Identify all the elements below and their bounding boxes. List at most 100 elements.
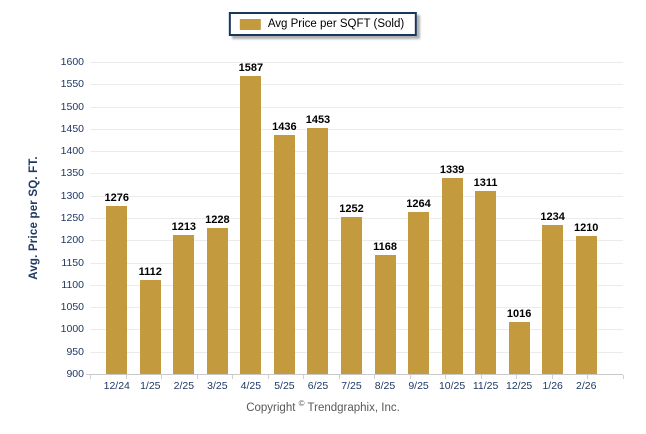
bar-slot: 1234 (536, 62, 570, 374)
y-tick-label: 1200 (60, 234, 84, 247)
x-tick-label: 7/25 (341, 380, 362, 392)
y-tick-label: 1100 (61, 278, 84, 291)
bar (508, 322, 530, 374)
bar-value-label: 1228 (205, 213, 230, 226)
bar-slot: 1112 (134, 62, 168, 374)
x-tick-label: 8/25 (374, 380, 396, 392)
copyright-prefix: Copyright (246, 401, 296, 414)
bar-slot: 1213 (167, 62, 201, 374)
bar-value-label: 1210 (573, 221, 599, 234)
x-tick-label: 12/25 (506, 380, 533, 392)
plot-area: 1276 1112 1213 1228 1587 1436 1453 1252 1168 1264… (86, 62, 624, 379)
bar-value-label: 1252 (339, 203, 364, 216)
x-axis-tick-mark (267, 375, 269, 379)
bar-slot: 1436 (268, 62, 302, 374)
x-axis-tick-mark (623, 375, 624, 379)
y-tick-label: 1600 (60, 56, 84, 68)
x-tick-label: 11/25 (472, 380, 499, 392)
x-axis-tick-mark (303, 375, 305, 379)
y-tick-label: 1000 (60, 323, 84, 336)
y-tick-label: 900 (66, 368, 84, 380)
x-axis-tick-mark (338, 375, 340, 379)
bar (307, 127, 329, 374)
bar-slot: 1228 (201, 62, 235, 374)
x-tick-label: 1/25 (140, 380, 161, 392)
bar-value-label: 1587 (238, 62, 264, 74)
bar-value-label: 1234 (540, 211, 565, 224)
bar (240, 76, 262, 374)
bar-value-label: 1112 (138, 265, 162, 278)
bar-value-label: 1436 (272, 121, 297, 134)
x-tick-label: 10/25 (438, 380, 466, 392)
bar (475, 190, 497, 374)
y-tick-label: 1050 (60, 301, 84, 314)
x-axis-tick-mark (409, 375, 411, 379)
bars-container: 1276 1112 1213 1228 1587 1436 1453 1252 1168 1264… (100, 62, 603, 374)
x-tick-label: 2/26 (575, 380, 597, 392)
bar-slot: 1587 (234, 62, 268, 374)
bar-slot: 1252 (335, 62, 369, 374)
bar-slot: 1016 (502, 62, 536, 374)
y-tick-label: 1550 (60, 78, 84, 91)
bar-value-label: 1453 (305, 113, 331, 126)
x-axis-baseline (86, 374, 623, 375)
bar (542, 225, 564, 374)
x-axis-tick-mark (196, 375, 198, 379)
x-tick-label: 9/25 (408, 380, 429, 392)
copyright-notice: Copyright © Trendgraphix, Inc. (0, 399, 646, 414)
x-axis-tick-mark (551, 375, 553, 379)
y-tick-label: 1300 (60, 189, 84, 202)
y-tick-label: 950 (66, 345, 84, 358)
x-axis-tick-mark (516, 375, 518, 379)
copyright-company: Trendgraphix, Inc. (307, 401, 400, 414)
bar-value-label: 1168 (373, 240, 397, 253)
bar (441, 178, 463, 374)
bar (340, 217, 362, 374)
gridline (90, 195, 623, 197)
bar-slot: 1168 (368, 62, 402, 374)
y-axis-tick-labels: 900 950 1000 1050 1100 1150 1200 1250 1300 1350 14… (0, 56, 84, 380)
y-tick-label: 1450 (60, 122, 84, 135)
bar (374, 254, 396, 374)
gridline (90, 173, 623, 175)
x-axis-tick-mark (232, 375, 234, 379)
gridline (90, 151, 623, 153)
gridline (90, 84, 623, 86)
x-axis-tick-mark (374, 375, 376, 379)
bar-value-label: 1339 (439, 164, 465, 177)
bar (106, 206, 128, 374)
bar (206, 227, 228, 374)
bar-slot: 1311 (469, 62, 503, 374)
legend-swatch-icon (239, 18, 261, 30)
gridline (90, 128, 623, 130)
bar (408, 211, 430, 374)
x-axis-tick-mark (90, 375, 91, 379)
bar-value-label: 1311 (473, 176, 498, 189)
x-tick-label: 3/25 (207, 380, 228, 392)
chart-legend: Avg Price per SQFT (Sold) (228, 12, 418, 36)
legend-label: Avg Price per SQFT (Sold) (267, 18, 405, 30)
bar (273, 135, 295, 374)
bar-slot: 1210 (569, 62, 603, 374)
x-axis-tick-mark (587, 375, 589, 379)
y-tick-label: 1400 (60, 145, 84, 158)
bar-slot: 1453 (301, 62, 335, 374)
y-tick-label: 1250 (60, 212, 84, 224)
gridline (90, 106, 623, 108)
bar-slot: 1264 (402, 62, 436, 374)
bar-value-label: 1264 (406, 197, 431, 210)
copyright-symbol: © (298, 399, 305, 408)
x-axis-tick-mark (445, 375, 447, 379)
x-axis-tick-labels: 12/24 1/25 2/25 3/25 4/25 5/25 6/25 7/25 8/25 9/2… (100, 380, 603, 392)
bar-value-label: 1213 (171, 220, 197, 233)
y-tick-label: 1350 (60, 167, 84, 180)
bar-value-label: 1016 (506, 308, 532, 321)
gridline (90, 62, 623, 63)
x-tick-label: 12/24 (103, 380, 130, 392)
bar-slot: 1276 (100, 62, 134, 374)
y-tick-label: 1150 (61, 256, 84, 269)
bar (173, 234, 195, 374)
x-tick-label: 2/25 (173, 380, 195, 392)
x-tick-label: 6/25 (307, 380, 329, 392)
